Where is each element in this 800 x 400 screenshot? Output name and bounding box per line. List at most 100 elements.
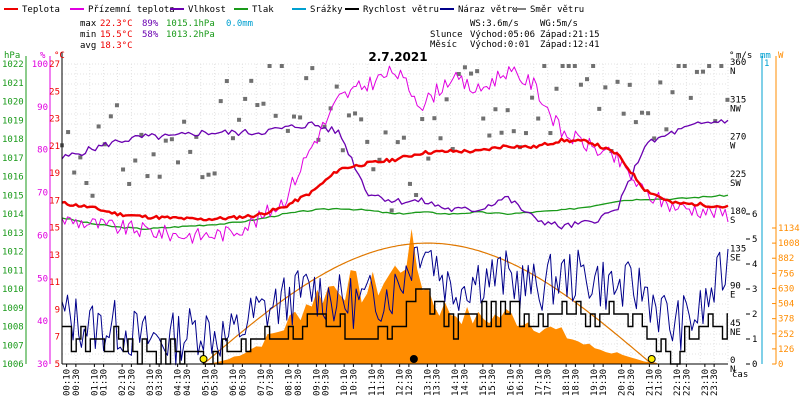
w-tick-label: 630	[778, 284, 794, 294]
w-tick-label: 252	[778, 330, 794, 340]
info-sun-label: Slunce	[430, 30, 463, 40]
sunset-marker	[647, 355, 656, 363]
wind-direction-point	[407, 181, 412, 186]
wind-direction-point	[530, 95, 535, 100]
c-tick-label: 19	[49, 169, 60, 179]
w-tick-label: 0	[778, 360, 783, 370]
wind-speed-line	[62, 288, 728, 365]
legend-label: Rychlost větru	[363, 5, 439, 15]
wind-direction-point	[627, 82, 632, 87]
x-tick-label: 02:10	[118, 369, 128, 396]
x-tick-label: 08:30	[294, 369, 304, 396]
dir-compass-label: N	[730, 365, 735, 375]
x-tick-label: 23:30	[710, 369, 720, 396]
dir-deg-label: 135	[730, 244, 746, 254]
wind-direction-point	[377, 157, 382, 162]
x-tick-label: 05:30	[211, 369, 221, 396]
wind-direction-point	[511, 129, 516, 134]
hpa-tick-label: 1006	[2, 360, 24, 370]
wind-direction-point	[72, 170, 77, 175]
wind-direction-point	[279, 64, 284, 68]
ms-tick-label: 1	[752, 335, 757, 345]
wind-direction-point	[328, 106, 333, 111]
wind-direction-point	[664, 127, 669, 132]
wind-direction-point	[346, 113, 351, 118]
stats-min-label: min	[80, 30, 96, 40]
wind-direction-point	[243, 96, 248, 101]
info-wg: WG:5m/s	[540, 19, 578, 29]
wind-direction-point	[499, 130, 504, 135]
dir-deg-label: 0	[730, 356, 735, 366]
hpa-tick-label: 1021	[2, 79, 24, 89]
info-moonset: Západ:12:41	[540, 40, 600, 50]
wind-direction-point	[420, 117, 425, 122]
wind-direction-point	[365, 139, 370, 144]
wind-direction-point	[401, 135, 406, 140]
pct-tick-label: 90	[37, 103, 48, 113]
legend-label: Tlak	[252, 5, 274, 15]
wind-direction-point	[585, 77, 590, 82]
wind-direction-point	[84, 181, 89, 186]
dir-deg-label: 315	[730, 95, 746, 105]
wind-direction-point	[66, 130, 71, 135]
wind-direction-point	[151, 152, 156, 157]
x-tick-label: 07:10	[257, 369, 267, 396]
wind-direction-point	[182, 119, 187, 124]
x-tick-label: 15:30	[488, 369, 498, 396]
wind-direction-point	[322, 124, 327, 129]
wind-direction-point	[291, 114, 296, 119]
unit-c: °C	[54, 51, 65, 61]
wind-direction-point	[237, 117, 242, 122]
wind-direction-point	[707, 64, 712, 68]
pct-tick-label: 100	[32, 60, 48, 70]
pct-tick-label: 40	[37, 317, 48, 327]
dir-deg-label: 360	[730, 58, 746, 68]
wind-direction-point	[639, 110, 644, 115]
wind-direction-point	[646, 111, 651, 116]
legend-label: Náraz větru	[458, 5, 518, 15]
c-tick-label: 13	[49, 251, 60, 261]
info-moon-label: Měsíc	[430, 40, 457, 50]
wind-direction-point	[121, 167, 126, 172]
unit-cas: čas	[732, 369, 748, 380]
moonset-marker	[409, 355, 418, 363]
hpa-tick-label: 1018	[2, 135, 24, 145]
wind-direction-point	[725, 97, 730, 102]
x-tick-label: 14:30	[460, 369, 470, 396]
stats-avg-temp: 18.3°C	[100, 41, 133, 51]
temperature-line	[61, 137, 729, 222]
wind-direction-point	[554, 86, 559, 91]
w-tick-label: 378	[778, 315, 794, 325]
w-tick-label: 126	[778, 345, 794, 355]
wind-direction-point	[127, 181, 132, 186]
x-tick-label: 23:10	[701, 369, 711, 396]
x-tick-label: 12:30	[405, 369, 415, 396]
unit-ms: m/s	[736, 51, 752, 61]
pct-tick-label: 80	[37, 146, 48, 156]
ms-tick-label: 6	[752, 210, 757, 220]
w-tick-label: 504	[778, 300, 794, 310]
x-tick-label: 09:10	[312, 369, 322, 396]
wind-direction-point	[114, 103, 119, 108]
hpa-tick-label: 1009	[2, 304, 24, 314]
stats-min-temp: 15.5°C	[100, 30, 133, 40]
series-lines	[61, 65, 729, 366]
x-tick-label: 01:10	[90, 369, 100, 396]
x-tick-label: 10:30	[349, 369, 359, 396]
wind-direction-point	[450, 147, 455, 152]
pressure-line	[61, 194, 729, 231]
x-tick-label: 12:10	[396, 369, 406, 396]
wind-direction-point	[694, 69, 699, 74]
x-tick-label: 17:10	[534, 369, 544, 396]
chart-title: 2.7.2021	[368, 50, 427, 64]
x-tick-label: 22:10	[673, 369, 683, 396]
wind-direction-point	[591, 64, 596, 68]
wind-direction-point	[633, 120, 638, 125]
stats-max-hum: 89%	[142, 19, 159, 29]
wind-direction-point	[432, 116, 437, 121]
x-tick-label: 08:10	[285, 369, 295, 396]
hpa-tick-label: 1012	[2, 248, 24, 258]
x-tick-label: 16:10	[507, 369, 517, 396]
legend-label: Směr větru	[530, 5, 584, 15]
